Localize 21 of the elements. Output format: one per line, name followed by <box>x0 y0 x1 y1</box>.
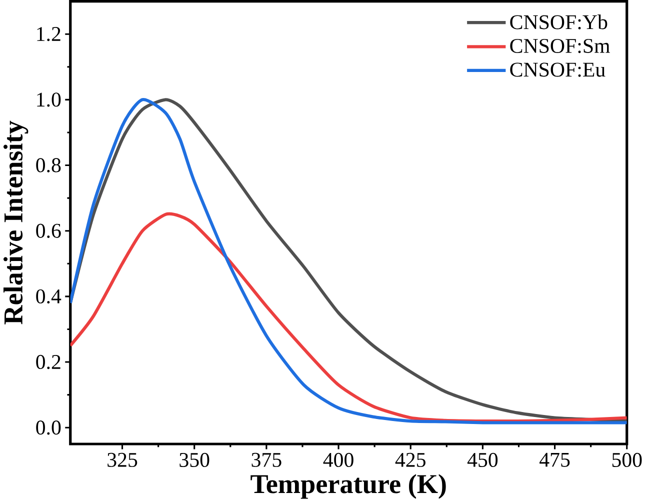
y-axis-title: Relative Intensity <box>3 120 28 324</box>
x-tick-label: 375 <box>252 452 282 467</box>
legend-label: CNSOF:Eu <box>510 62 606 77</box>
line-series <box>70 212 627 423</box>
y-tick-label: 0.4 <box>36 289 62 304</box>
legend-label: CNSOF:Yb <box>510 14 608 30</box>
y-tick-label: 0.6 <box>36 224 61 238</box>
x-axis-title: Temperature (K) <box>250 474 446 499</box>
x-tick-label: 425 <box>395 452 426 467</box>
y-tick-label: 1.2 <box>37 26 60 42</box>
legend-label: CNSOF:Sm <box>510 38 610 53</box>
y-tick-label: 0.2 <box>36 354 60 369</box>
y-tick-label: 0.8 <box>36 158 61 172</box>
x-tick-label: 475 <box>540 452 570 467</box>
y-tick-label: 1.0 <box>37 92 61 107</box>
y-tick-label: 0.0 <box>36 420 61 435</box>
x-tick-label: 350 <box>180 452 210 467</box>
x-tick-label: 325 <box>108 452 138 467</box>
x-tick-label: 450 <box>467 452 498 467</box>
x-tick-label: 500 <box>612 452 642 467</box>
x-tick-label: 400 <box>323 452 354 467</box>
